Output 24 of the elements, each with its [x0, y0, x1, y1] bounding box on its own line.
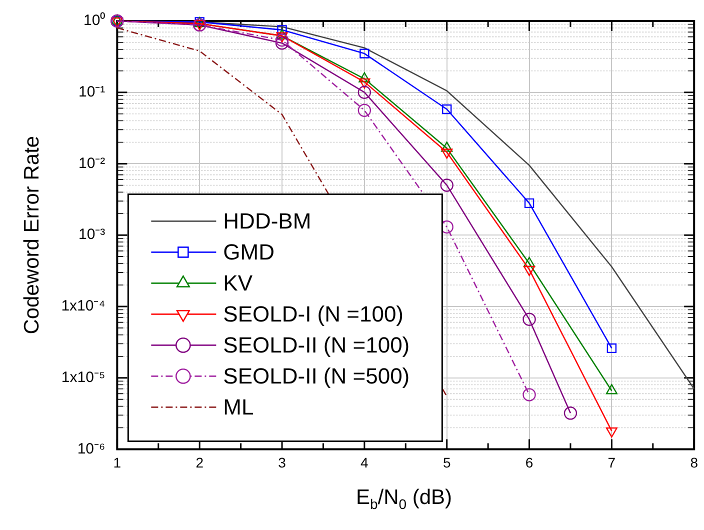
- legend-label: SEOLD-I (N =100): [223, 301, 404, 326]
- y-tick-label: 10⁻³: [78, 226, 106, 244]
- legend-label: SEOLD-II (N =500): [223, 363, 410, 388]
- x-axis-title: E$_{b}$/N$_{0}$ (dB): [354, 486, 454, 512]
- x-tick-label: 6: [525, 454, 534, 470]
- y-axis-title: Codeword Error Rate: [20, 136, 44, 334]
- x-tick-label: 3: [278, 454, 286, 470]
- x-tick-label: 1: [113, 454, 122, 470]
- y-tick-label: 10⁻¹: [78, 84, 106, 101]
- legend-label: GMD: [223, 239, 274, 264]
- x-tick-label: 8: [690, 454, 698, 470]
- x-tick-label: 5: [442, 454, 451, 470]
- x-tick-label: 4: [360, 454, 369, 470]
- legend-label: SEOLD-II (N =100): [223, 332, 410, 358]
- y-tick-label: 1x10⁻⁵: [61, 368, 106, 386]
- y-tick-label: 10⁰: [83, 12, 106, 30]
- y-tick-label: 10⁻⁶: [77, 440, 106, 458]
- legend-label: ML: [223, 394, 254, 420]
- legend-label: HDD-BM: [223, 208, 312, 234]
- legend-label: KV: [223, 270, 253, 296]
- x-tick-label: 7: [608, 454, 616, 470]
- y-tick-label: 1x10⁻⁴: [61, 298, 106, 315]
- x-tick-label: 2: [196, 454, 204, 470]
- y-tick-label: 10⁻²: [78, 154, 106, 172]
